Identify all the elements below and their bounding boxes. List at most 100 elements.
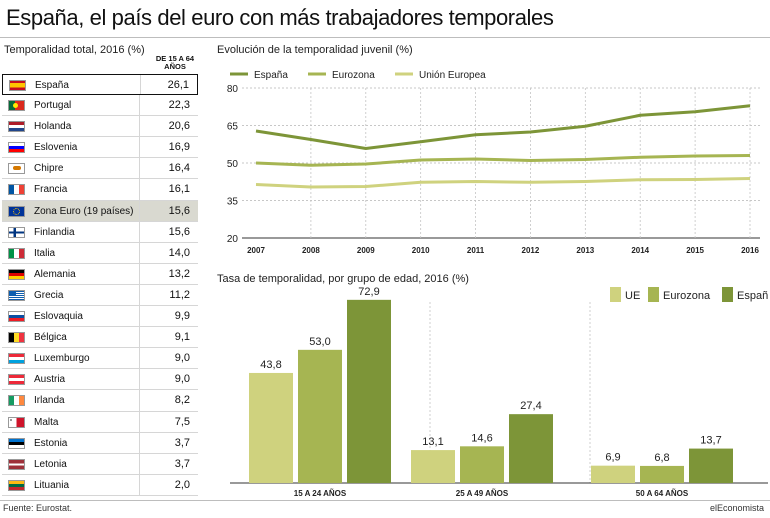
country-name: Chipre	[34, 163, 64, 175]
malta-flag-icon	[8, 416, 25, 428]
brand-label: elEconomista	[709, 503, 764, 513]
country-value: 15,6	[168, 204, 190, 217]
column-divider	[139, 200, 140, 221]
greece-flag-icon	[8, 289, 25, 301]
country-name: Eslovenia	[34, 142, 78, 154]
table-subtitle: Temporalidad total, 2016 (%)	[4, 44, 145, 56]
luxembourg-flag-icon	[8, 353, 25, 365]
lithuania-flag-icon	[8, 479, 25, 491]
data-label: 13,1	[422, 436, 443, 448]
country-name: Alemania	[34, 268, 76, 280]
column-divider	[139, 263, 140, 284]
legend-label: España	[737, 290, 768, 302]
country-value: 3,7	[174, 457, 190, 470]
x-tick-label: 2011	[467, 246, 485, 255]
table-row: Finlandia 15,6	[2, 221, 198, 243]
column-divider	[139, 95, 140, 116]
eu-flag-icon	[8, 205, 25, 217]
column-divider	[139, 116, 140, 137]
bar	[347, 299, 391, 483]
table-row: España 26,1	[2, 74, 198, 96]
bar-chart: 43,8 53,0 72,9 15 A 24 AÑOS 13,1 14,6 27,4 25 A…	[230, 286, 768, 498]
belgium-flag-icon	[8, 332, 25, 344]
column-divider	[139, 348, 140, 369]
netherlands-flag-icon	[8, 121, 25, 133]
bar	[298, 349, 342, 483]
country-name: Eslovaquia	[34, 311, 83, 323]
table-row: Grecia 11,2	[2, 284, 198, 307]
column-divider	[139, 221, 140, 242]
country-name: Zona Euro (19 países)	[34, 205, 134, 217]
table-row: Luxemburgo 9,0	[2, 348, 198, 370]
country-value: 9,0	[174, 373, 190, 386]
country-name: Luxemburgo	[34, 353, 90, 365]
y-tick-label: 65	[227, 122, 239, 133]
table-row: Eslovaquia 9,9	[2, 306, 198, 328]
country-value: 11,2	[169, 288, 190, 301]
series-line	[255, 154, 751, 167]
bar	[509, 414, 553, 483]
x-tick-label: 2008	[302, 246, 320, 255]
data-label: 72,9	[358, 286, 379, 298]
france-flag-icon	[8, 184, 25, 196]
table-row: Alemania 13,2	[2, 263, 198, 285]
country-name: Bélgica	[34, 332, 67, 344]
slovenia-flag-icon	[8, 142, 25, 154]
data-label: 6,9	[605, 452, 620, 464]
legend-label: Unión Europea	[419, 70, 486, 81]
x-tick-label: 50 A 64 AÑOS	[636, 489, 689, 498]
country-value: 16,9	[168, 141, 190, 154]
country-name: Malta	[34, 416, 59, 428]
column-divider	[139, 369, 140, 390]
country-name: Estonia	[34, 437, 68, 449]
legend-swatch	[722, 287, 733, 302]
y-tick-label: 50	[227, 159, 239, 170]
bar-chart-title: Tasa de temporalidad, por grupo de edad,…	[217, 273, 469, 285]
data-label: 13,7	[700, 435, 721, 447]
x-tick-label: 2012	[522, 246, 540, 255]
country-value: 26,1	[167, 79, 189, 91]
column-divider	[139, 242, 140, 263]
country-value: 8,2	[174, 394, 190, 407]
column-divider	[139, 390, 140, 411]
line-chart: 20 35 50 65 80 2007 2008 2009 2010 2011 2012 2013 20…	[227, 70, 760, 255]
column-divider	[139, 453, 140, 474]
legend-label: Eurozona	[663, 290, 711, 302]
country-name: Italia	[34, 247, 56, 259]
bar	[689, 448, 733, 483]
country-name: Francia	[34, 184, 68, 196]
country-value: 20,6	[168, 120, 190, 133]
table-row: Bélgica 9,1	[2, 327, 198, 349]
country-name: Finlandia	[34, 226, 75, 238]
y-tick-label: 35	[227, 197, 239, 208]
source-note: Fuente: Eurostat.	[3, 503, 73, 513]
spain-flag-icon	[9, 80, 26, 91]
estonia-flag-icon	[8, 437, 25, 449]
bar	[249, 372, 293, 483]
bar	[411, 450, 455, 483]
country-value: 3,7	[174, 436, 190, 449]
slovakia-flag-icon	[8, 311, 25, 323]
table-row: Portugal 22,3	[2, 95, 198, 117]
latvia-flag-icon	[8, 458, 25, 470]
x-tick-label: 2016	[741, 246, 759, 255]
country-value: 22,3	[168, 99, 190, 112]
x-tick-label: 2013	[576, 246, 594, 255]
italy-flag-icon	[8, 247, 25, 259]
country-value: 16,4	[168, 162, 190, 175]
ireland-flag-icon	[8, 395, 25, 407]
y-tick-label: 80	[227, 84, 239, 95]
data-label: 6,8	[654, 452, 669, 464]
country-value: 14,0	[168, 246, 190, 259]
table-row: Estonia 3,7	[2, 432, 198, 454]
cyprus-flag-icon	[8, 163, 25, 175]
series-line	[255, 104, 751, 150]
line-chart-title: Evolución de la temporalidad juvenil (%)	[217, 44, 413, 56]
country-value: 2,0	[174, 478, 190, 491]
country-value: 15,6	[168, 225, 190, 238]
country-name: Portugal	[34, 100, 72, 112]
page-title: España, el país del euro con más trabaja…	[6, 5, 554, 30]
series-line	[255, 177, 751, 189]
bar	[460, 446, 504, 483]
country-value: 9,0	[174, 352, 190, 365]
